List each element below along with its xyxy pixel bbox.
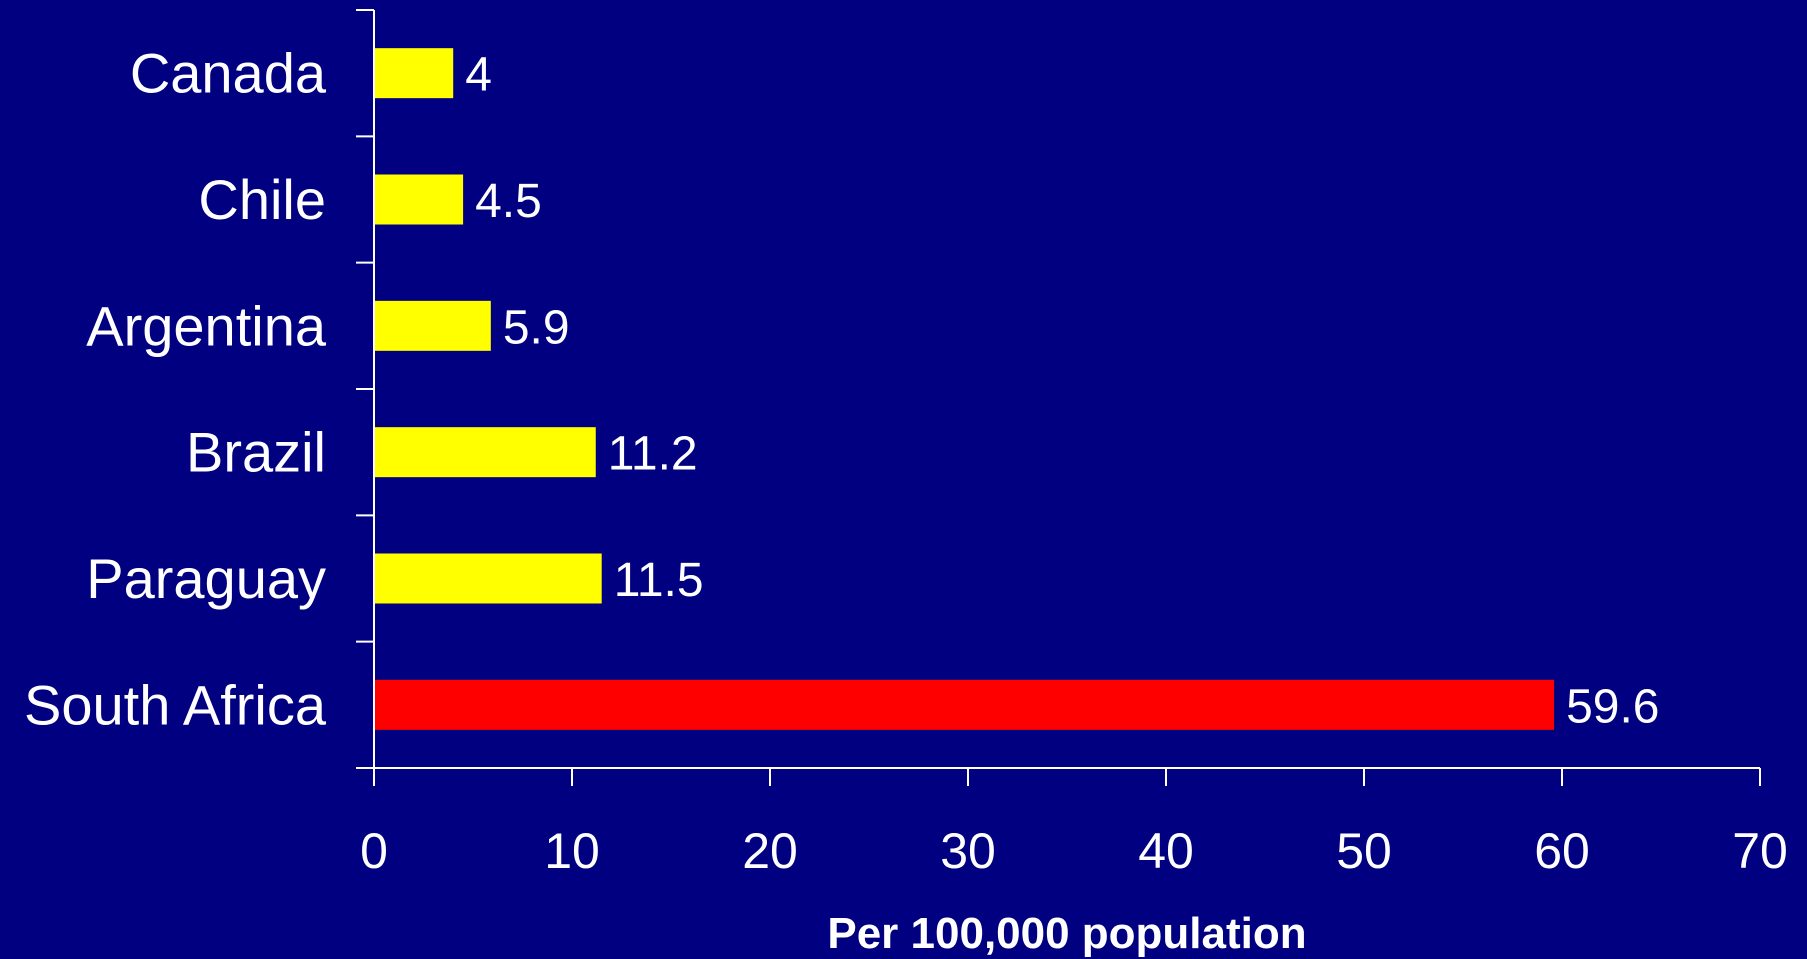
value-label-south-africa: 59.6 (1566, 680, 1659, 733)
bar-paraguay (374, 553, 602, 604)
x-tick-label: 60 (1534, 823, 1590, 879)
category-label-south-africa: South Africa (24, 673, 327, 736)
category-label-paraguay: Paraguay (86, 547, 326, 610)
category-label-brazil: Brazil (186, 421, 326, 484)
bar-argentina (374, 300, 491, 351)
bar-brazil (374, 427, 596, 478)
axes-layer (356, 9, 1761, 786)
value-label-argentina: 5.9 (503, 301, 570, 354)
bar-chile (374, 174, 464, 225)
labels-layer: Canada 4 Chile 4.5 Argentina 5.9 Brazil 11.2 Par… (24, 42, 1788, 879)
bar-south-africa (374, 679, 1555, 730)
x-tick-label: 30 (940, 823, 996, 879)
category-label-canada: Canada (130, 42, 327, 105)
x-tick-label: 40 (1138, 823, 1194, 879)
bars-layer (374, 48, 1555, 730)
x-tick-label: 70 (1732, 823, 1788, 879)
x-tick-label: 10 (544, 823, 600, 879)
value-label-chile: 4.5 (475, 175, 542, 228)
x-tick-label: 50 (1336, 823, 1392, 879)
x-axis-title: Per 100,000 population (827, 909, 1306, 958)
value-label-brazil: 11.2 (608, 428, 698, 481)
category-label-argentina: Argentina (86, 294, 327, 357)
value-label-canada: 4 (465, 49, 492, 102)
category-label-chile: Chile (198, 168, 326, 231)
x-tick-label: 0 (360, 823, 388, 879)
value-label-paraguay: 11.5 (614, 554, 704, 607)
x-tick-label: 20 (742, 823, 798, 879)
bar-canada (374, 48, 454, 99)
